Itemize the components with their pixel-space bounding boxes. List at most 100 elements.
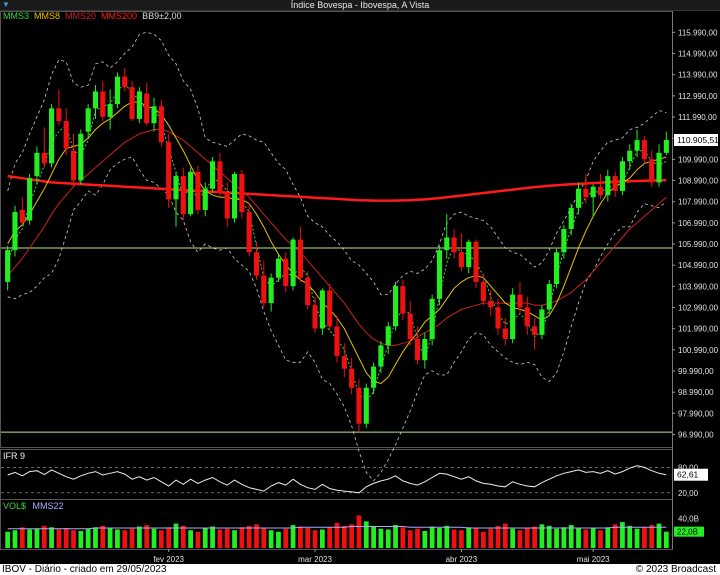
indicator-legend: MMS3 MMS8 MMS20 MMS200 BB9±2,00 — [3, 11, 187, 22]
candle-body — [49, 108, 55, 164]
legend-mms200: MMS200 — [101, 11, 138, 21]
legend-mms8: MMS8 — [34, 11, 61, 21]
volume-bar — [349, 524, 355, 548]
volume-bar — [290, 525, 296, 548]
volume-bar — [56, 529, 62, 548]
y-tick-label: 98.990,00 — [678, 388, 714, 397]
volume-bar — [627, 525, 633, 548]
candle-body — [495, 307, 501, 329]
volume-bar — [12, 530, 18, 548]
candle-body — [414, 339, 421, 361]
volume-bar — [363, 521, 369, 548]
volume-bar — [93, 527, 98, 548]
volume-bar — [122, 530, 128, 548]
candle-body — [392, 286, 399, 327]
volume-bar — [400, 527, 406, 548]
candle-body — [641, 140, 647, 160]
y-tick-label: 100.990,00 — [678, 346, 719, 355]
candle-body — [268, 277, 274, 304]
vol-tick-label: 40,0B — [678, 514, 699, 523]
vol-last-box — [674, 526, 704, 537]
volume-bar — [407, 530, 413, 548]
volume-ma-line — [7, 526, 667, 530]
y-tick-label: 111.990,00 — [678, 113, 717, 122]
candle-body — [305, 277, 311, 306]
candle-body — [136, 91, 142, 119]
volume-bar — [517, 530, 523, 548]
candle-body — [129, 87, 135, 119]
volume-bar — [71, 530, 76, 548]
last-price-box — [674, 133, 718, 146]
candle-body — [5, 250, 11, 282]
y-tick-label: 114.990,00 — [678, 50, 718, 59]
candle-body — [663, 140, 669, 153]
volume-bar — [656, 523, 662, 548]
volume-bar — [598, 530, 603, 548]
volume-bar — [341, 525, 347, 548]
volume-bar — [319, 529, 325, 548]
volume-bar — [437, 528, 442, 548]
candle-body — [341, 355, 347, 369]
candle-body — [41, 152, 47, 164]
y-tick-label: 106.990,00 — [678, 219, 719, 228]
candle-body — [334, 326, 340, 356]
volume-bar — [393, 525, 398, 548]
volume-bar — [532, 526, 537, 548]
volume-bar — [473, 528, 479, 548]
volume-bar — [254, 524, 259, 548]
footer-right: © 2023 Broadcast — [635, 564, 716, 575]
candle-body — [144, 93, 150, 124]
candle-body — [575, 188, 582, 208]
x-tick-label: fev 2023 — [153, 555, 184, 564]
volume-bar — [107, 528, 113, 548]
candle-body — [371, 366, 377, 388]
volume-bar — [239, 527, 245, 548]
x-tick-label: abr 2023 — [446, 555, 478, 564]
y-tick-label: 107.990,00 — [678, 198, 719, 207]
candle-body — [283, 258, 289, 287]
y-tick-label: 97.990,00 — [678, 409, 714, 418]
volume-bar — [276, 531, 281, 548]
candle-body — [319, 290, 325, 329]
candle-body — [312, 305, 318, 329]
candle-body — [114, 76, 121, 105]
candle-body — [12, 212, 18, 251]
candle-body — [627, 150, 633, 162]
candle-body — [78, 133, 84, 181]
volume-bar — [546, 525, 552, 548]
vol-label: VOL$ — [3, 501, 27, 511]
volume-bar — [144, 525, 150, 548]
ifr-line — [7, 465, 667, 494]
y-tick-label: 112.990,00 — [678, 92, 718, 101]
candle-body — [612, 176, 618, 191]
ifr-last-label: 62,61 — [677, 470, 699, 480]
volume-bar — [451, 529, 457, 548]
volume-bar — [166, 527, 172, 548]
candle-body — [122, 76, 128, 88]
candle-body — [436, 250, 443, 299]
volume-bar — [173, 523, 179, 548]
candle-body — [590, 186, 596, 198]
candle-body — [407, 313, 413, 340]
candle-body — [488, 300, 494, 308]
volume-bar — [612, 524, 618, 548]
status-footer: IBOV - Diário - criado em 29/05/2023 © 2… — [0, 564, 720, 575]
candle-body — [290, 239, 296, 287]
volume-bar — [576, 528, 581, 548]
candle-body — [100, 91, 106, 117]
vol-panel-label: VOL$ MMS22 — [3, 501, 64, 512]
y-tick-label: 115.990,00 — [678, 28, 718, 37]
volume-bar — [488, 528, 494, 548]
candle-body — [34, 152, 40, 177]
volume-bar — [283, 528, 289, 548]
y-tick-label: 109.990,00 — [678, 155, 719, 164]
window-menu-icon[interactable]: ▼ — [2, 0, 10, 9]
candle-body — [356, 387, 362, 424]
volume-bar — [422, 530, 428, 548]
ifr-tick-label: 20,00 — [678, 489, 699, 498]
candle-body — [568, 207, 574, 229]
candle-body — [217, 161, 223, 194]
candle-body — [400, 286, 406, 314]
y-tick-label: 101.990,00 — [678, 325, 719, 334]
